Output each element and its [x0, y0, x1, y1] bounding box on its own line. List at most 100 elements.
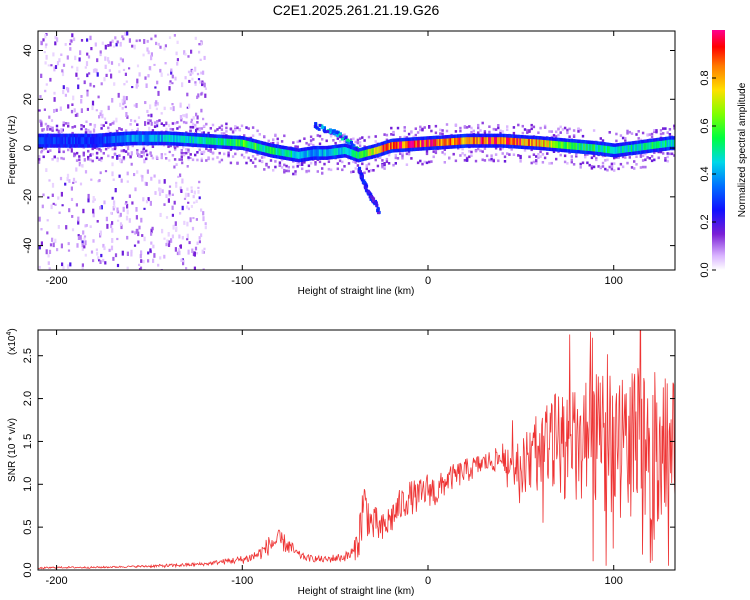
noise-cell	[100, 82, 103, 86]
halo-cell	[316, 134, 319, 137]
ridge-core	[660, 140, 663, 148]
noise-cell	[115, 117, 118, 123]
noise-cell	[197, 190, 200, 194]
ridge-core	[188, 136, 191, 144]
noise-cell	[150, 55, 153, 61]
noise-cell	[46, 126, 49, 131]
noise-cell	[80, 164, 83, 167]
halo-cell	[243, 134, 246, 137]
halo-cell	[526, 129, 529, 132]
halo-cell	[635, 163, 638, 166]
halo-cell	[432, 155, 435, 159]
noise-cell	[59, 176, 63, 181]
noise-cell	[78, 57, 81, 62]
noise-cell	[109, 41, 112, 47]
ridge-core	[608, 146, 611, 154]
noise-cell	[177, 248, 181, 253]
ridge-core	[662, 140, 665, 148]
noise-cell	[41, 128, 44, 132]
ridge-core	[57, 137, 60, 145]
halo-cell	[327, 160, 331, 163]
halo-cell	[214, 147, 217, 150]
halo-cell	[263, 168, 266, 171]
noise-cell	[157, 263, 160, 267]
noise-cell	[103, 117, 107, 121]
noise-cell	[75, 72, 78, 77]
noise-cell	[104, 56, 107, 61]
noise-cell	[181, 178, 184, 184]
snr-xlabel: Height of straight line (km)	[298, 586, 415, 597]
halo-cell	[247, 127, 250, 130]
snr-ylabel: SNR (10 * v/v)	[7, 418, 18, 482]
noise-cell	[155, 100, 158, 104]
halo-cell	[111, 122, 114, 125]
halo-cell	[381, 165, 384, 169]
branch-cell	[350, 141, 353, 144]
noise-cell	[149, 200, 152, 206]
noise-cell	[46, 219, 49, 222]
halo-cell	[452, 152, 455, 156]
halo-cell	[107, 126, 110, 130]
ridge-core	[321, 149, 324, 157]
halo-cell	[490, 159, 493, 162]
halo-cell	[49, 125, 52, 129]
noise-cell	[43, 51, 46, 54]
halo-cell	[51, 158, 54, 161]
noise-cell	[196, 241, 199, 245]
halo-cell	[218, 126, 221, 129]
halo-cell	[557, 127, 560, 131]
noise-cell	[161, 228, 164, 234]
ridge-core	[509, 137, 512, 145]
ridge-core	[546, 140, 549, 148]
ridge-core	[517, 138, 521, 146]
noise-cell	[153, 174, 156, 178]
halo-cell	[581, 134, 585, 138]
tail-cell	[367, 190, 371, 194]
noise-cell	[198, 43, 201, 46]
ridge-core	[222, 138, 225, 146]
noise-cell	[161, 189, 164, 193]
ridge-core	[156, 134, 160, 142]
ridge-core	[253, 142, 256, 150]
noise-cell	[110, 73, 113, 79]
ridge-core	[666, 140, 669, 148]
x-tick-label: -200	[46, 575, 68, 587]
halo-cell	[352, 170, 355, 173]
ridge-core	[558, 141, 561, 149]
noise-cell	[56, 248, 59, 252]
ridge-core	[219, 138, 222, 146]
ridge-core	[492, 137, 495, 145]
tail-cell	[375, 203, 379, 207]
noise-cell	[179, 173, 182, 178]
halo-cell	[220, 158, 224, 162]
halo-cell	[196, 151, 199, 154]
noise-cell	[54, 41, 57, 46]
halo-cell	[563, 126, 567, 130]
noise-cell	[168, 190, 171, 195]
halo-cell	[644, 165, 647, 169]
halo-cell	[657, 150, 660, 154]
halo-cell	[628, 156, 631, 159]
halo-cell	[292, 172, 295, 176]
halo-cell	[381, 164, 384, 167]
noise-cell	[107, 60, 111, 64]
ridge-core	[201, 137, 204, 144]
halo-cell	[245, 150, 248, 154]
noise-cell	[53, 97, 56, 102]
noise-cell	[67, 264, 70, 269]
noise-cell	[171, 234, 174, 239]
noise-cell	[41, 204, 44, 209]
noise-cell	[65, 225, 68, 230]
noise-cell	[130, 249, 133, 254]
branch-cell	[346, 138, 350, 142]
ridge-core	[425, 139, 428, 147]
halo-cell	[207, 156, 210, 159]
noise-cell	[45, 43, 48, 46]
halo-cell	[156, 156, 159, 160]
noise-cell	[150, 232, 153, 236]
noise-cell	[110, 245, 114, 251]
tail-cell	[364, 183, 368, 187]
halo-cell	[220, 132, 224, 135]
y-tick-label: 1.0	[22, 477, 34, 492]
ridge-core	[73, 137, 76, 145]
